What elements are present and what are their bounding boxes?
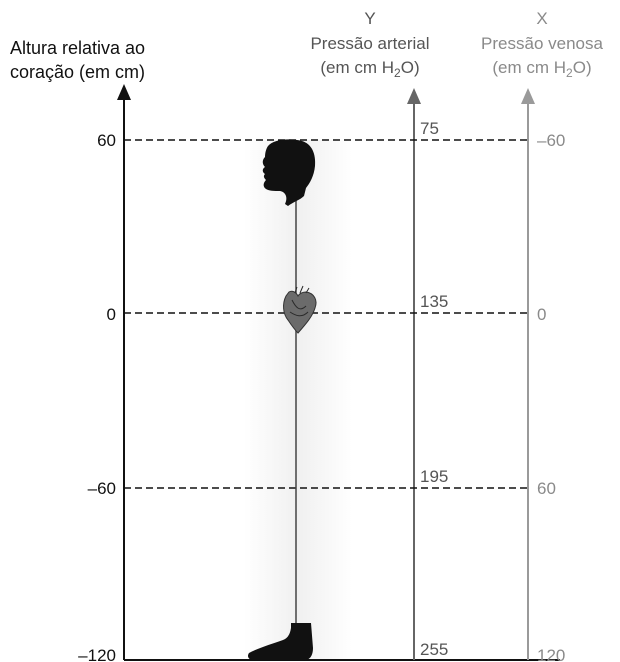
- venous-value-0: 0: [537, 305, 546, 324]
- height-axis-label-line1: Altura relativa ao: [10, 38, 145, 58]
- venous-axis-unit: (em cm H2O): [492, 58, 591, 80]
- height-axis-arrow: [117, 84, 131, 100]
- arterial-value-195: 195: [420, 467, 448, 486]
- height-tick-60: 60: [97, 131, 116, 150]
- venous-axis-arrow: [521, 88, 535, 104]
- foot-silhouette-icon: [248, 623, 313, 660]
- arterial-axis-title: Pressão arterial: [310, 34, 429, 53]
- arterial-axis-letter: Y: [364, 9, 375, 28]
- arterial-axis-arrow: [407, 88, 421, 104]
- arterial-axis-unit: (em cm H2O): [320, 58, 419, 80]
- arterial-value-135: 135: [420, 292, 448, 311]
- arterial-value-75: 75: [420, 119, 439, 138]
- venous-axis-title: Pressão venosa: [481, 34, 603, 53]
- height-tick-minus-60: –60: [88, 479, 116, 498]
- height-axis-label-line2: coração (em cm): [10, 62, 145, 82]
- venous-value-120: 120: [537, 646, 565, 662]
- body-band: [244, 140, 352, 660]
- arterial-value-255: 255: [420, 640, 448, 659]
- heart-icon: [283, 285, 317, 334]
- head-silhouette-icon: [262, 139, 316, 206]
- venous-value-minus-60: –60: [537, 131, 565, 150]
- height-tick-0: 0: [107, 305, 116, 324]
- height-tick-minus-120: –120: [78, 646, 116, 662]
- venous-value-60: 60: [537, 479, 556, 498]
- venous-axis-letter: X: [536, 9, 547, 28]
